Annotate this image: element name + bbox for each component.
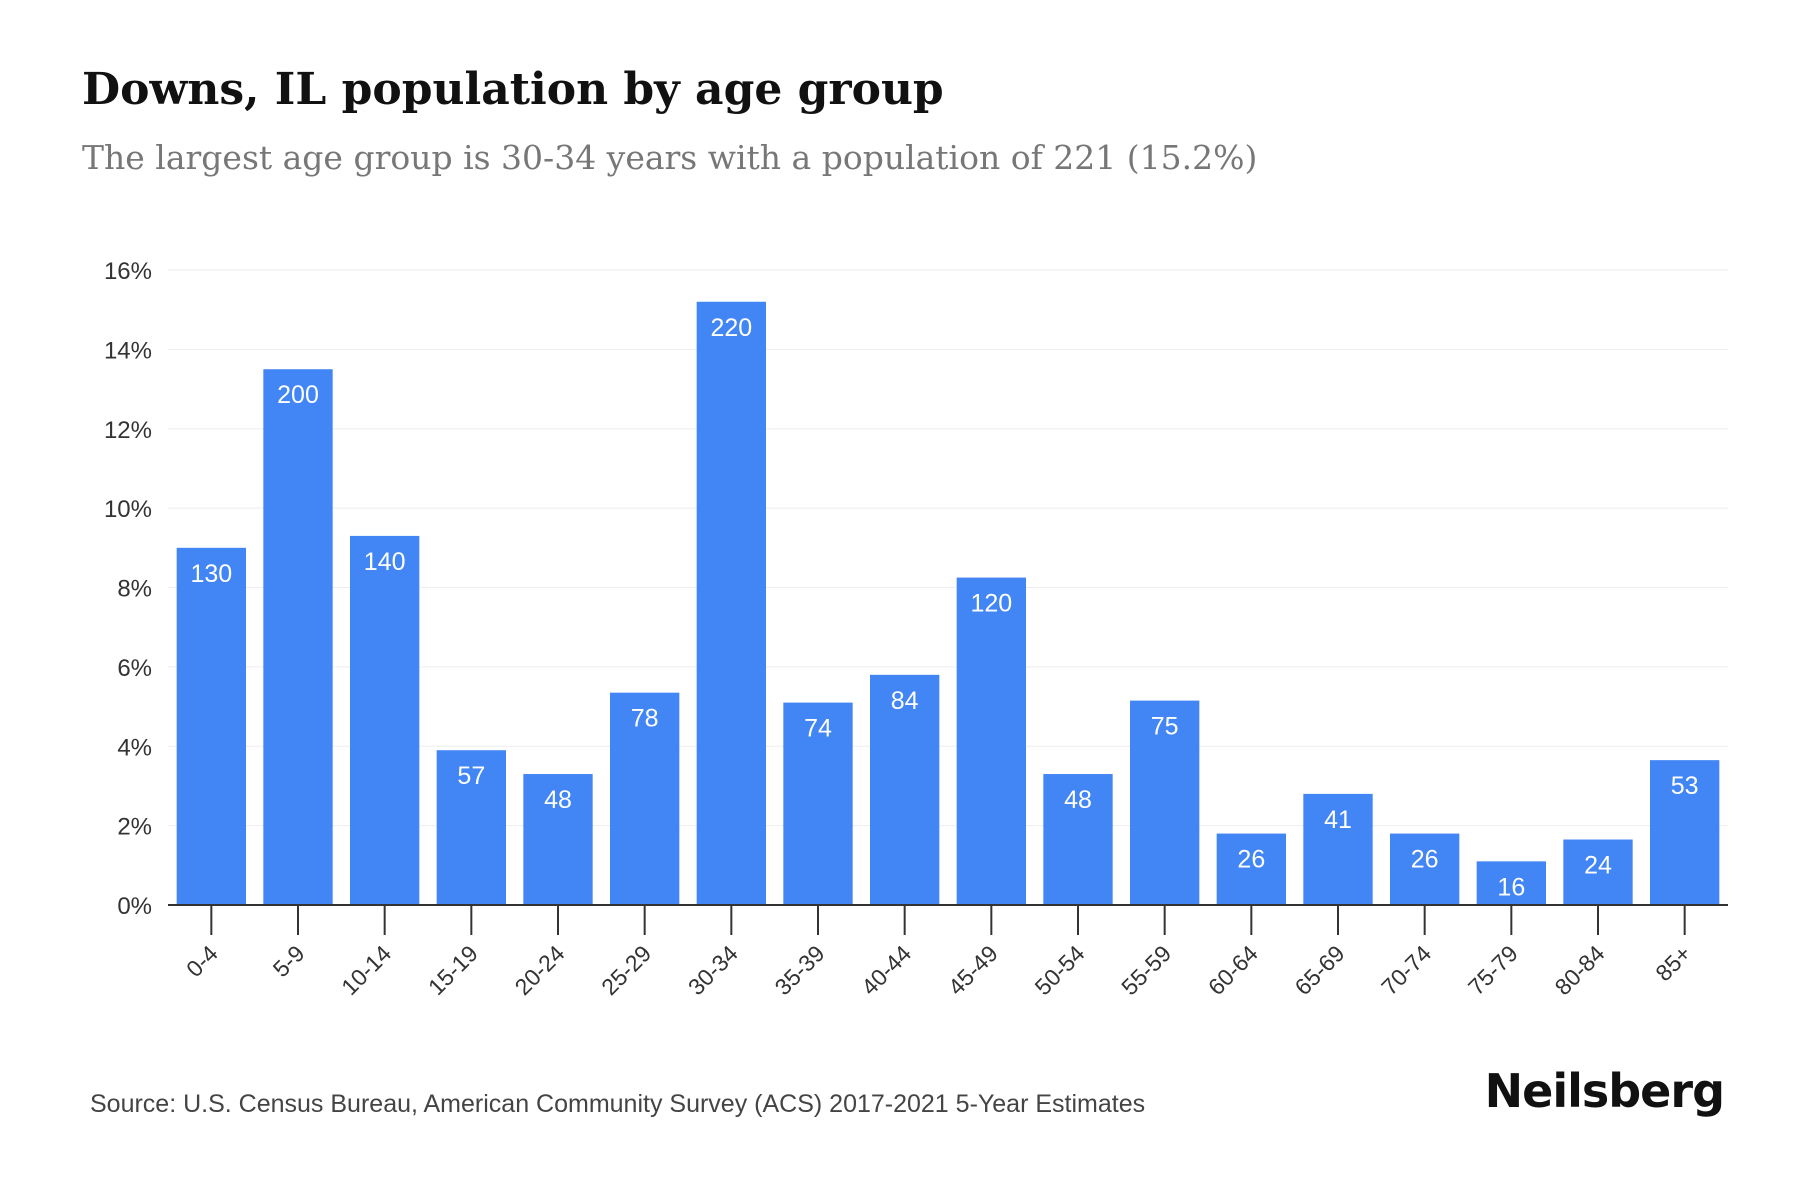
x-tick-label: 50-54 — [1030, 940, 1090, 1000]
bar-data-label: 74 — [804, 715, 832, 743]
y-tick-label: 2% — [117, 814, 152, 841]
source-note: Source: U.S. Census Bureau, American Com… — [90, 1090, 1146, 1118]
x-tick-label: 30-34 — [683, 940, 743, 1000]
y-tick-label: 16% — [104, 258, 152, 285]
x-tick-label: 5-9 — [268, 940, 310, 982]
bar-data-label: 26 — [1237, 846, 1265, 874]
bar-data-label: 41 — [1324, 806, 1352, 834]
x-tick-label: 65-69 — [1290, 940, 1350, 1000]
bar-data-label: 220 — [710, 314, 752, 342]
bar — [870, 674, 940, 905]
x-tick-label: 40-44 — [856, 940, 916, 1000]
x-tick-label: 70-74 — [1376, 940, 1436, 1000]
x-tick-label: 20-24 — [510, 940, 570, 1000]
y-tick-label: 8% — [117, 576, 152, 603]
y-tick-label: 6% — [117, 655, 152, 682]
bar-data-label: 78 — [631, 705, 659, 733]
chart-subtitle: The largest age group is 30-34 years wit… — [82, 138, 1258, 177]
y-tick-label: 4% — [117, 734, 152, 761]
x-tick-label: 55-59 — [1116, 940, 1176, 1000]
x-tick-label: 10-14 — [336, 940, 396, 1000]
bar — [523, 774, 593, 905]
bar-data-label: 200 — [277, 381, 319, 409]
bar — [956, 577, 1026, 905]
x-tick-label: 75-79 — [1463, 940, 1523, 1000]
bar — [1043, 774, 1113, 905]
bar-data-label: 140 — [364, 548, 406, 576]
bar-data-label: 53 — [1671, 772, 1699, 800]
bar-data-label: 120 — [970, 590, 1012, 618]
bar — [1563, 839, 1633, 905]
y-tick-label: 0% — [117, 893, 152, 920]
bar — [1650, 760, 1720, 905]
bar-data-label: 57 — [457, 762, 485, 790]
x-tick-label: 0-4 — [181, 940, 223, 982]
bar-data-label: 26 — [1411, 846, 1439, 874]
bar-data-label: 130 — [190, 560, 232, 588]
x-tick-label: 25-29 — [596, 940, 656, 1000]
chart-title: Downs, IL population by age group — [82, 64, 944, 115]
bar — [436, 750, 506, 905]
bar — [263, 369, 333, 905]
bar-chart: 0% 2% 4% 6% 8% 10% 12% 14% 16% 130 0-4 200 5-9 140 10-… — [104, 258, 1728, 1000]
bar — [610, 692, 680, 905]
bar-data-label: 84 — [891, 687, 919, 715]
bar — [696, 301, 766, 905]
y-tick-label: 14% — [104, 337, 152, 364]
x-tick-label: 15-19 — [423, 940, 483, 1000]
bar-data-label: 75 — [1151, 713, 1179, 741]
y-tick-label: 12% — [104, 417, 152, 444]
brand-logo: Neilsberg — [1484, 1064, 1725, 1118]
bar — [1303, 793, 1373, 905]
x-tick-label: 35-39 — [770, 940, 830, 1000]
bar — [1130, 700, 1200, 905]
bar-data-label: 24 — [1584, 852, 1612, 880]
x-tick-label: 45-49 — [943, 940, 1003, 1000]
bar — [176, 547, 246, 905]
x-tick-label: 85+ — [1650, 940, 1696, 986]
x-tick-label: 80-84 — [1550, 940, 1610, 1000]
x-tick-label: 60-64 — [1203, 940, 1263, 1000]
bar — [783, 702, 853, 905]
bar — [350, 535, 420, 905]
bar-data-label: 48 — [1064, 786, 1092, 814]
bar — [1390, 833, 1460, 905]
bar-data-label: 16 — [1497, 873, 1525, 901]
bar — [1476, 861, 1546, 905]
bar-data-label: 48 — [544, 786, 572, 814]
bar — [1216, 833, 1286, 905]
y-tick-label: 10% — [104, 496, 152, 523]
